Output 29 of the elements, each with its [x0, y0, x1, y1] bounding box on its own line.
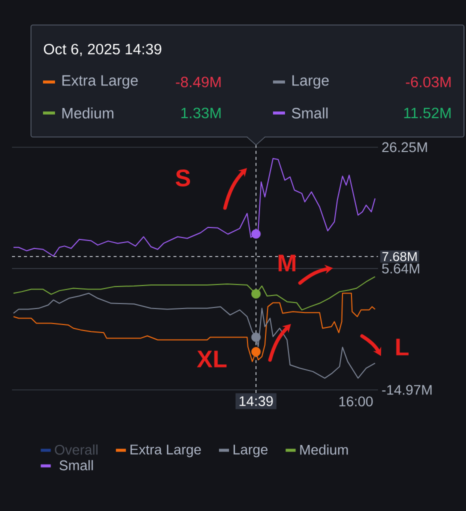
point	[251, 289, 261, 299]
text: Medium	[62, 108, 114, 118]
text: -6.03M	[406, 76, 451, 88]
annotation: M	[278, 254, 296, 272]
legend-label: Overall	[54, 444, 98, 455]
y-tick-label: 26.25M	[382, 142, 427, 152]
text: 11.52M	[404, 108, 451, 118]
y-tick-label: 5.64M	[382, 264, 420, 274]
annotation: S	[176, 170, 190, 186]
x-tick-label: 14:39	[240, 396, 273, 406]
point	[251, 347, 261, 356]
point	[251, 229, 261, 239]
text: Extra Large	[62, 75, 138, 89]
line-series	[12, 292, 376, 379]
text: Oct 6, 2025 14:39	[44, 44, 162, 56]
legend-label: Small	[292, 108, 328, 118]
legend-label: Extra Large	[130, 444, 201, 458]
text: 1.33M	[181, 108, 221, 118]
point	[251, 332, 261, 342]
x-tick-label: 16:00	[339, 396, 373, 406]
ref-line-label: 7.68M	[382, 252, 417, 262]
text: Large	[292, 75, 329, 89]
y-tick-label: -14.97M	[382, 384, 432, 395]
text: Small	[60, 460, 93, 470]
annotation: XL	[196, 350, 227, 368]
legend-label: Large	[234, 444, 268, 458]
text: L	[396, 338, 409, 356]
text: -8.49M	[176, 76, 221, 88]
legend-label: Medium	[300, 444, 348, 455]
